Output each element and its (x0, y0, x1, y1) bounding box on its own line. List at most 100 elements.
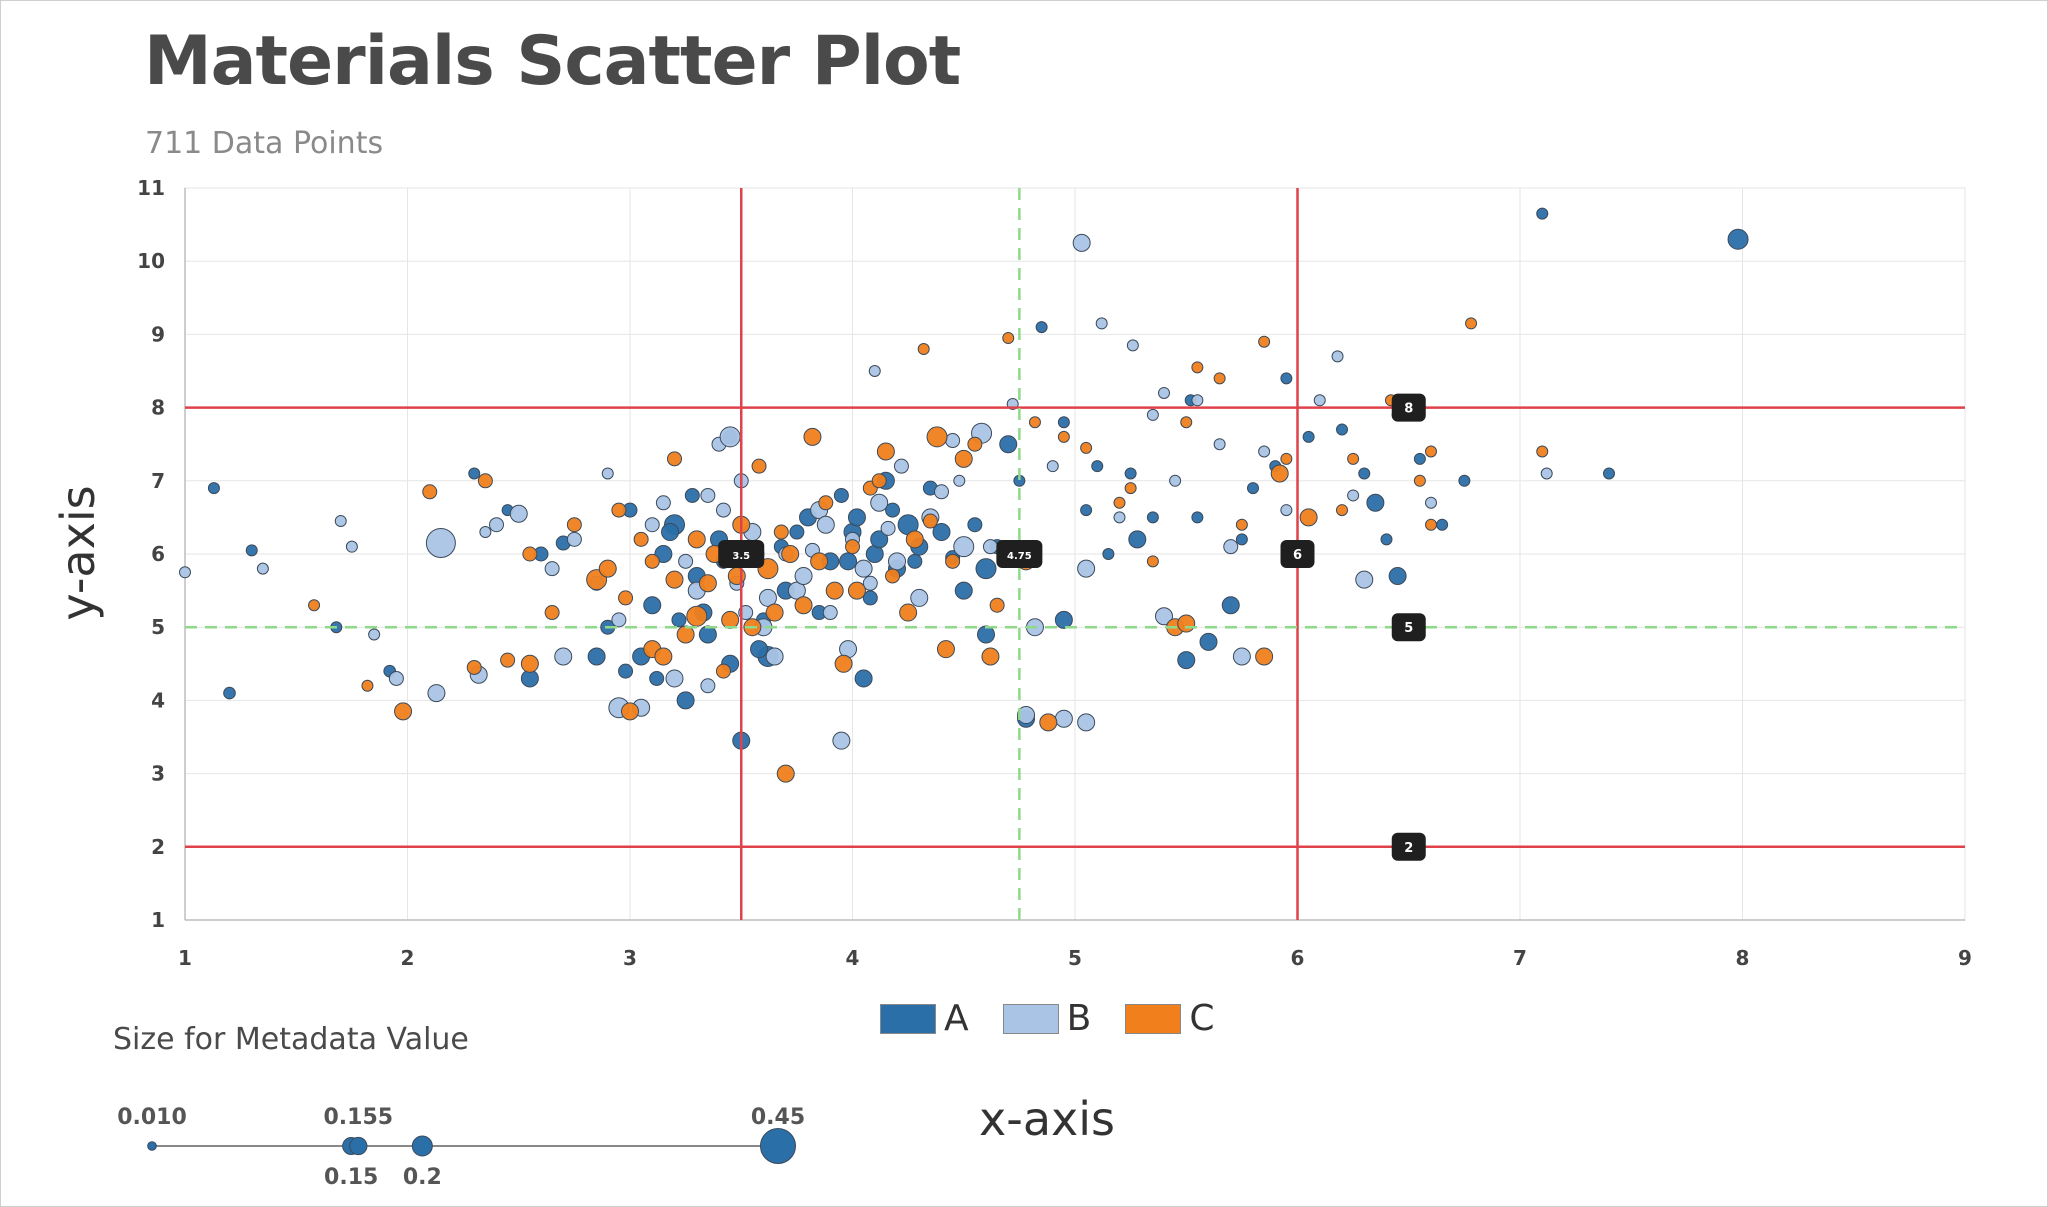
data-point-b (678, 553, 694, 569)
data-point-b (479, 526, 492, 539)
data-point-c (522, 546, 538, 562)
legend-swatch-c (1125, 1003, 1182, 1034)
data-point-c (633, 531, 649, 547)
data-point-b (388, 670, 404, 686)
data-point-b (1077, 713, 1096, 732)
data-point-b (611, 612, 627, 628)
data-point-b (888, 552, 906, 571)
data-point-a (671, 612, 687, 628)
data-point-b (368, 628, 381, 641)
data-point-c (500, 652, 516, 668)
y-axis-title: y-axis (51, 485, 105, 621)
data-point-c (781, 545, 800, 563)
data-point-c (611, 502, 627, 518)
data-point-b (787, 581, 806, 600)
data-point-a (649, 670, 665, 686)
data-point-b (1540, 467, 1553, 480)
data-point-c (1124, 482, 1137, 495)
data-point-b (345, 540, 358, 553)
data-point-b (765, 647, 784, 666)
x-axis-title: x-axis (979, 1092, 1115, 1146)
data-point-b (868, 365, 881, 377)
data-point-c (1057, 430, 1070, 443)
threshold-badge-label: 6 (1293, 548, 1302, 563)
data-point-b (1017, 706, 1036, 725)
data-point-a (676, 691, 695, 710)
data-point-c (1191, 361, 1204, 374)
legend-item-a[interactable]: A (880, 998, 969, 1039)
legend-label-a: A (944, 998, 969, 1039)
threshold-badge-label: 4.75 (1007, 551, 1032, 562)
data-point-a (223, 686, 236, 700)
data-point-a (1366, 493, 1385, 512)
data-point-b (1054, 709, 1073, 728)
data-point-c (773, 524, 789, 540)
data-point-c (687, 530, 706, 549)
y-tick-label: 3 (151, 762, 165, 786)
data-point-c (1113, 496, 1126, 509)
data-point-b (1169, 474, 1182, 487)
threshold-badge-label: 3.5 (732, 551, 750, 562)
data-point-a (907, 553, 923, 569)
data-point-c (477, 473, 493, 489)
data-point-a (1280, 372, 1293, 385)
legend-item-b[interactable]: B (1002, 998, 1091, 1039)
threshold-badge (1391, 832, 1426, 861)
data-point-a (1247, 482, 1259, 495)
data-point-b (934, 484, 949, 500)
x-tick-label: 2 (401, 946, 415, 970)
data-point-c (686, 605, 708, 627)
data-point-a (847, 508, 866, 527)
data-point-b (1113, 511, 1126, 524)
data-point-a (1458, 474, 1471, 487)
data-point-c (1465, 317, 1478, 330)
data-point-a (684, 487, 700, 503)
data-point-a (1413, 452, 1426, 465)
data-point-c (715, 663, 731, 679)
data-point-b (566, 531, 582, 547)
data-point-a (870, 530, 889, 549)
data-point-b (862, 575, 878, 591)
data-point-b (953, 536, 975, 558)
x-tick-label: 5 (1068, 946, 1082, 970)
data-point-c (926, 426, 948, 448)
threshold-badge (718, 540, 765, 568)
data-point-c (1270, 464, 1289, 483)
legend-item-c[interactable]: C (1125, 998, 1214, 1039)
data-point-c (967, 436, 983, 452)
data-point-b (953, 474, 966, 487)
legend: A B C (880, 998, 1248, 1039)
data-point-c (1425, 518, 1437, 531)
data-point-b (425, 528, 456, 559)
data-point-b (1072, 233, 1091, 252)
data-point-a (975, 558, 997, 580)
data-point-b (982, 539, 998, 555)
data-point-c (727, 566, 746, 585)
x-tick-label: 8 (1736, 946, 1750, 970)
data-point-b (644, 517, 660, 533)
data-point-a (1177, 651, 1196, 670)
data-point-a (1102, 548, 1115, 560)
data-point-c (676, 625, 695, 644)
data-point-b (1280, 504, 1293, 517)
data-point-c (905, 530, 924, 549)
data-point-b (1425, 496, 1437, 509)
data-point-c (981, 647, 1000, 666)
data-point-c (871, 473, 887, 489)
data-point-c (1425, 445, 1437, 458)
data-point-b (1146, 408, 1159, 421)
data-point-a (1388, 566, 1407, 585)
data-point-c (1336, 504, 1348, 517)
data-point-c (776, 764, 795, 783)
data-point-b (1126, 339, 1139, 352)
data-point-b (1258, 445, 1271, 458)
data-point-b (1158, 386, 1170, 399)
data-point-c (1413, 474, 1426, 487)
data-point-c (520, 654, 539, 673)
data-point-c (845, 539, 860, 555)
data-point-b (870, 493, 889, 512)
data-point-a (833, 487, 849, 503)
data-point-b (893, 458, 909, 474)
data-point-c (751, 458, 767, 474)
